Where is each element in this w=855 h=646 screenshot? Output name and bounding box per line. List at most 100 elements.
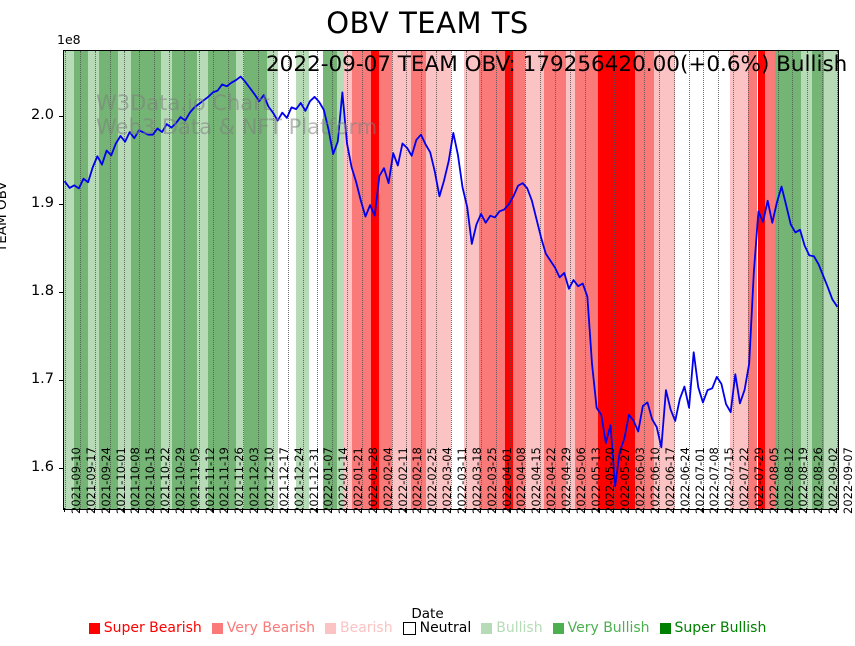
x-axis-tick-label: 2022-03-18 — [469, 447, 484, 514]
sentiment-band — [98, 51, 119, 509]
sentiment-band — [505, 51, 513, 509]
sentiment-band — [410, 51, 427, 509]
x-axis-tick-label: 2022-02-04 — [380, 447, 395, 514]
legend-item[interactable]: Super Bullish — [659, 620, 767, 636]
gridline — [332, 51, 334, 509]
y-axis-tick-label: 1.6 — [30, 459, 54, 476]
x-axis-tick-label: 2022-02-18 — [410, 447, 425, 514]
x-axis-tick-mark — [509, 508, 511, 512]
x-axis-tick-mark — [628, 508, 630, 512]
x-axis-tick-mark — [242, 508, 244, 512]
sentiment-band — [309, 51, 323, 509]
legend-item[interactable]: Super Bearish — [88, 620, 202, 636]
x-axis-tick-mark — [286, 508, 288, 512]
x-axis-tick-label: 2022-06-10 — [648, 447, 662, 514]
y-axis-tick-label: 1.8 — [30, 283, 54, 300]
gridline — [747, 51, 749, 509]
x-axis-tick-mark — [316, 508, 318, 512]
gridline — [584, 51, 586, 509]
gridline — [451, 51, 452, 509]
sentiment-band — [243, 51, 267, 509]
legend-item[interactable]: Bearish — [324, 620, 393, 636]
obv-line-series — [64, 75, 838, 488]
x-axis-tick-mark — [836, 508, 837, 512]
x-axis-tick-label: 2022-01-28 — [365, 447, 380, 514]
x-axis-tick-mark — [702, 508, 704, 512]
x-axis-tick-label: 2022-04-15 — [529, 447, 544, 514]
x-axis-tick-mark — [761, 508, 763, 512]
x-axis-tick-mark — [657, 508, 659, 512]
gridline — [599, 51, 601, 509]
legend-label: Super Bullish — [674, 620, 767, 636]
x-axis-tick-mark — [672, 508, 674, 512]
x-axis-tick-label: 2021-10-15 — [143, 447, 158, 514]
x-axis-tick-mark — [405, 508, 407, 512]
gridline — [569, 51, 571, 509]
x-axis-label: Date — [411, 606, 444, 622]
sentiment-band — [464, 51, 479, 509]
x-axis-tick-label: 2022-02-11 — [395, 447, 410, 514]
legend-item[interactable]: Very Bullish — [552, 620, 650, 636]
gridline — [614, 51, 616, 509]
legend-item[interactable]: Neutral — [402, 620, 471, 636]
gridline — [406, 51, 408, 509]
x-axis-tick-label: 2022-07-01 — [692, 447, 707, 514]
sentiment-band — [74, 51, 88, 509]
legend-item[interactable]: Very Bearish — [211, 620, 315, 636]
x-axis-tick-mark — [717, 508, 719, 512]
gridline — [258, 51, 259, 509]
x-axis-tick-label: 2022-07-15 — [722, 447, 737, 514]
x-axis-tick-mark — [153, 508, 155, 512]
x-axis-tick-label: 2021-12-31 — [306, 447, 321, 514]
x-axis-tick-mark — [257, 508, 258, 512]
x-axis-tick-mark — [776, 508, 778, 512]
x-axis-tick-mark — [138, 508, 140, 512]
gridline — [733, 51, 735, 509]
x-axis-tick-label: 2022-09-07 — [841, 447, 855, 514]
x-axis-tick-label: 2021-10-29 — [172, 447, 187, 514]
gridline — [361, 51, 363, 509]
sentiment-band — [574, 51, 599, 509]
gridline — [510, 51, 512, 509]
sentiment-band — [800, 51, 812, 509]
gridline — [658, 51, 660, 509]
gridline — [124, 51, 126, 509]
x-axis-tick-label: 2022-06-03 — [633, 447, 648, 514]
gridline — [688, 51, 690, 509]
sentiment-band — [543, 51, 566, 509]
gridline — [436, 51, 438, 509]
gridline — [317, 51, 319, 509]
x-axis-tick-mark — [539, 508, 541, 512]
y-axis-exponent-label: 1e8 — [57, 32, 81, 47]
x-axis-tick-mark — [450, 508, 451, 512]
x-axis-tick-label: 2021-12-17 — [276, 447, 291, 514]
sentiment-band — [64, 51, 75, 509]
sentiment-band — [675, 51, 730, 509]
gridline — [302, 51, 304, 509]
x-axis-tick-mark — [93, 508, 95, 512]
x-axis-tick-mark — [553, 508, 555, 512]
x-axis-tick-mark — [331, 508, 333, 512]
legend-item[interactable]: Bullish — [481, 620, 543, 636]
plot-area: W3Data.io Chart Web3 Data & NFT Platform — [63, 50, 839, 510]
gridline — [65, 51, 66, 509]
x-axis-tick-mark — [78, 508, 80, 512]
x-axis-tick-label: 2021-10-22 — [158, 447, 173, 514]
sentiment-band — [277, 51, 297, 509]
gridline — [287, 51, 289, 509]
gridline — [703, 51, 705, 509]
x-axis-tick-label: 2022-01-14 — [336, 447, 351, 514]
gridline — [391, 51, 393, 509]
x-axis-tick-label: 2022-06-24 — [677, 447, 692, 514]
x-axis-tick-mark — [613, 508, 615, 512]
x-axis-tick-label: 2021-10-01 — [113, 447, 128, 514]
x-axis-tick-label: 2022-04-29 — [558, 447, 573, 514]
legend-label: Bullish — [496, 620, 543, 636]
gridline — [272, 51, 274, 509]
sentiment-band — [392, 51, 411, 509]
x-axis-tick-label: 2022-03-25 — [484, 447, 499, 514]
legend-swatch-icon — [402, 621, 416, 635]
x-axis-tick-mark — [108, 508, 110, 512]
sentiment-band — [811, 51, 825, 509]
y-axis-tick-mark — [59, 380, 63, 382]
